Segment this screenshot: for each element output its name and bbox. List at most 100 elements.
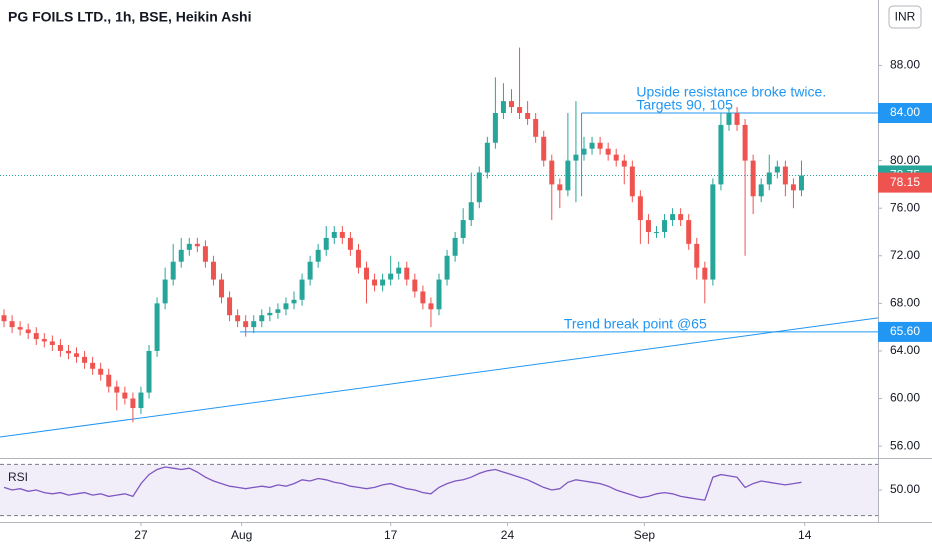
candle-body [597, 142, 603, 149]
annotation: Trend break point @65 [564, 315, 707, 331]
candle-body [436, 279, 442, 310]
candle-body [291, 299, 297, 304]
candle-body [339, 231, 345, 238]
candle-body [114, 386, 120, 393]
price-badge [878, 103, 932, 124]
candle-body [380, 279, 386, 286]
candle-body [90, 362, 96, 369]
candle-body [355, 249, 361, 268]
candle-body [694, 243, 700, 268]
candle-body [468, 202, 474, 221]
rsi-tick-label: 50.00 [890, 482, 920, 496]
rsi-label: RSI [8, 470, 28, 484]
candle-body [323, 237, 329, 250]
candle-body [17, 327, 23, 330]
candle-body [686, 220, 692, 244]
price-badge-label: 78.15 [890, 175, 920, 189]
candle-body [460, 220, 466, 238]
candle-body [621, 160, 627, 167]
candle-body [396, 267, 402, 274]
price-badge-label: 65.60 [890, 324, 920, 338]
candle-body [219, 279, 225, 298]
candle-body [106, 374, 112, 387]
currency-button[interactable] [888, 5, 922, 29]
candle-body [517, 107, 523, 114]
candle-body [428, 303, 434, 310]
currency-label[interactable]: INR [895, 10, 916, 24]
candle-body [573, 154, 579, 161]
candle-body [525, 113, 531, 119]
candle-body [541, 136, 547, 161]
candle-body [307, 261, 313, 280]
candle-body [420, 291, 426, 304]
candle-body [645, 220, 651, 232]
candle-body [718, 124, 724, 185]
candle-body [74, 353, 80, 357]
candle-body [1, 315, 7, 322]
candle-body [275, 309, 281, 313]
candle-body [670, 214, 676, 221]
candle-body [146, 350, 152, 393]
candle-body [372, 279, 378, 286]
candle-body [162, 279, 168, 304]
rsi-band [0, 464, 878, 516]
candle-body [629, 166, 635, 197]
candle-body [130, 398, 136, 409]
candle-body [243, 321, 249, 328]
candle-body [65, 350, 71, 354]
candle-body [9, 321, 15, 328]
candle-body [726, 113, 732, 125]
candle-body [315, 249, 321, 262]
candle-body [533, 118, 539, 137]
candle-body [210, 261, 216, 280]
candle-body [267, 312, 273, 316]
candle-body [186, 243, 192, 250]
candle-body [581, 148, 587, 155]
candle-body [227, 297, 233, 316]
x-tick-label: Sep [634, 528, 656, 542]
chart-title: PG FOILS LTD., 1h, BSE, Heikin Ashi [8, 9, 251, 25]
candle-body [25, 329, 31, 334]
x-tick-label: 27 [134, 528, 148, 542]
candle-body [452, 237, 458, 256]
x-tick-label: 24 [501, 528, 515, 542]
x-tick-label: 17 [384, 528, 398, 542]
rsi-line [3, 466, 802, 501]
candle-body [49, 341, 55, 345]
candle-body [589, 142, 595, 149]
candle-body [662, 220, 668, 232]
candle-body [742, 124, 748, 161]
candle-body [235, 315, 241, 322]
candle-body [492, 113, 498, 143]
candle-body [484, 142, 490, 173]
candle-body [251, 321, 257, 328]
y-tick-label: 72.00 [890, 248, 920, 262]
candle-body [557, 184, 563, 191]
candle-body [347, 237, 353, 250]
candle-body [734, 113, 740, 125]
candle-body [774, 166, 780, 173]
candle-body [404, 267, 410, 280]
candle-body [194, 243, 200, 247]
candle-body [678, 214, 684, 221]
price-badge [878, 321, 932, 342]
candle-body [122, 392, 128, 399]
candle-body [653, 231, 659, 233]
candle-body [82, 356, 88, 363]
candle-body [750, 160, 756, 197]
candle-body [549, 160, 555, 185]
candle-body [565, 160, 571, 191]
candle-body [331, 231, 337, 238]
candle-body [758, 184, 764, 197]
candle-body [57, 344, 63, 351]
candle-body [500, 101, 506, 114]
candle-body [178, 249, 184, 262]
candle-body [605, 148, 611, 155]
y-tick-label: 76.00 [890, 200, 920, 214]
annotation: Targets 90, 105 [636, 97, 733, 113]
x-tick-label: Aug [231, 528, 252, 542]
candle-body [702, 267, 708, 280]
candle-body [259, 315, 265, 322]
price-badge-label: 84.00 [890, 105, 920, 119]
